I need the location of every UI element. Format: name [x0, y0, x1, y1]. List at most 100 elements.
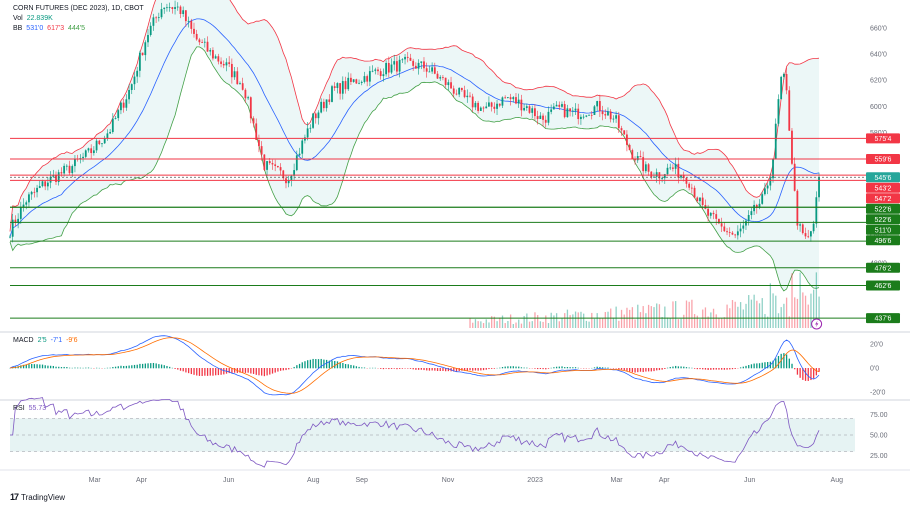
candle-body	[539, 116, 541, 119]
candle-body	[312, 114, 314, 128]
candle-body	[526, 106, 528, 108]
candle-body	[566, 108, 568, 117]
macd-histogram-bar	[253, 368, 254, 374]
volume-bar	[737, 307, 738, 328]
candle-body	[585, 115, 587, 116]
candle-body	[215, 56, 217, 58]
macd-histogram-bar	[302, 362, 303, 368]
bollinger-band-fill	[10, 0, 819, 291]
candle-body	[531, 108, 533, 113]
price-tick-label: 640'0	[870, 52, 887, 59]
candle-body	[123, 103, 125, 108]
candle-body	[388, 63, 390, 73]
volume-bar	[702, 310, 703, 328]
macd-histogram-bar	[759, 363, 760, 368]
macd-histogram-bar	[386, 368, 387, 369]
candle-body	[610, 111, 612, 119]
candle-body	[128, 90, 130, 99]
macd-histogram-bar	[283, 368, 284, 370]
candle-body	[529, 106, 531, 113]
macd-histogram-bar	[656, 368, 657, 370]
bollinger-basis-value: 531'0	[26, 25, 43, 32]
candle-body	[621, 128, 623, 130]
macd-histogram-bar	[718, 368, 719, 370]
macd-histogram-bar	[39, 364, 40, 368]
volume-bar	[805, 296, 806, 328]
macd-histogram-bar	[423, 368, 424, 370]
macd-histogram-bar	[402, 368, 403, 369]
candle-body	[799, 224, 801, 225]
macd-histogram-bar	[640, 368, 641, 372]
macd-histogram-bar	[31, 364, 32, 368]
candle-body	[328, 99, 330, 101]
candle-body	[626, 134, 628, 144]
candle-body	[139, 53, 141, 71]
candle-body	[629, 145, 631, 150]
volume-bar	[567, 310, 568, 328]
macd-histogram-bar	[764, 362, 765, 368]
candle-body	[39, 186, 41, 188]
macd-histogram-bar	[180, 368, 181, 371]
price-tick-label: 660'0	[870, 26, 887, 33]
macd-histogram-bar	[691, 368, 692, 369]
macd-histogram-bar	[791, 364, 792, 369]
macd-histogram-bar	[356, 366, 357, 368]
macd-histogram-bar	[442, 368, 443, 371]
candle-body	[296, 155, 298, 170]
candle-body	[667, 168, 669, 174]
candle-body	[569, 108, 571, 111]
bollinger-label: BB	[13, 25, 22, 32]
candle-body	[775, 124, 777, 159]
candle-body	[107, 133, 109, 138]
candle-body	[691, 188, 693, 189]
candle-body	[61, 172, 63, 173]
volume-bar	[602, 318, 603, 328]
volume-legend: Vol 22.839K	[13, 14, 144, 24]
candle-body	[112, 119, 114, 132]
volume-bar	[615, 307, 616, 328]
macd-histogram-bar	[164, 365, 165, 368]
candle-body	[212, 50, 214, 58]
macd-histogram-bar	[740, 367, 741, 368]
macd-histogram-bar	[551, 368, 552, 369]
tradingview-brand[interactable]: 17 TradingView	[10, 492, 65, 502]
candle-body	[434, 67, 436, 73]
candle-body	[125, 99, 127, 107]
candle-body	[699, 198, 701, 202]
candle-body	[437, 74, 439, 79]
macd-histogram-bar	[88, 368, 89, 369]
macd-histogram-bar	[34, 364, 35, 368]
macd-histogram-bar	[310, 360, 311, 369]
time-tick-label: Apr	[136, 477, 148, 484]
candle-body	[640, 156, 642, 157]
candle-body	[488, 102, 490, 106]
macd-histogram-bar	[808, 368, 809, 381]
macd-histogram-bar	[778, 356, 779, 368]
macd-histogram-bar	[358, 367, 359, 368]
macd-tick-label: 0'0	[870, 366, 879, 373]
macd-histogram-bar	[605, 368, 606, 369]
macd-histogram-bar	[537, 368, 538, 369]
candle-body	[161, 9, 163, 17]
candle-body	[645, 164, 647, 171]
macd-histogram-bar	[337, 361, 338, 368]
candle-body	[142, 53, 144, 55]
macd-histogram-bar	[553, 367, 554, 368]
macd-histogram-bar	[272, 368, 273, 374]
macd-histogram-bar	[96, 368, 97, 369]
volume-bar	[710, 312, 711, 328]
time-tick-label: Aug	[831, 477, 844, 484]
macd-histogram-bar	[404, 368, 405, 369]
candle-body	[520, 100, 522, 111]
candle-body	[780, 77, 782, 99]
candle-body	[477, 103, 479, 111]
candle-body	[753, 205, 755, 211]
candle-body	[385, 63, 387, 74]
macd-histogram-bar	[805, 368, 806, 381]
candle-body	[767, 186, 769, 189]
candle-body	[71, 166, 73, 173]
candle-body	[420, 61, 422, 62]
candle-body	[234, 71, 236, 77]
candle-body	[742, 226, 744, 229]
rsi-tick-label: 75.00	[870, 412, 888, 419]
